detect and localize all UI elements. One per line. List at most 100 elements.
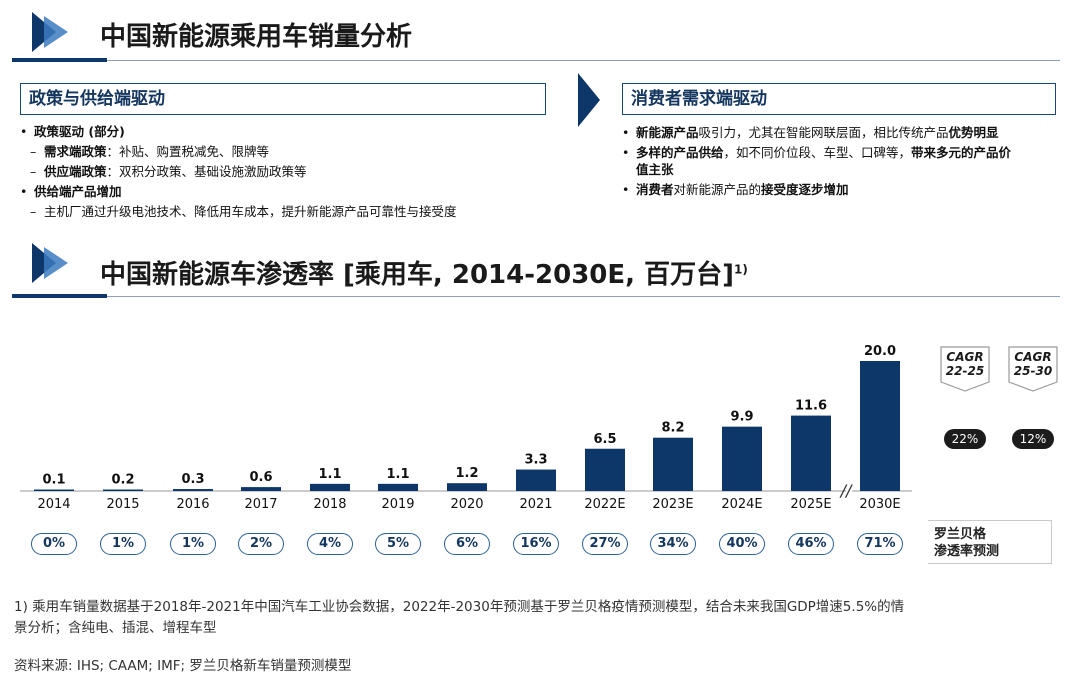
penetration-pill: 34% [650,533,696,555]
x-tick-label: 2015 [106,497,139,512]
bullet-marker: – [30,204,37,219]
penetration-pill: 46% [788,533,834,555]
cagr-2-label: CAGR 25-30 [1008,350,1058,378]
penetration-legend: 罗兰贝格 渗透率预测 [928,520,1052,564]
policy-item-bold: 需求端政策 [44,144,107,159]
bar-2030E [860,361,900,491]
consumer-item-segment: 吸引力，尤其在智能网联层面，相比传统产品 [698,125,949,140]
penetration-pill: 16% [513,533,559,555]
value-label: 0.6 [249,470,272,485]
value-label: 0.1 [42,473,65,488]
section1-logo-icon [32,12,68,52]
policy-item-text: ：补贴、购置税减免、限牌等 [106,144,270,159]
consumer-item-segment: 接受度逐步增加 [761,182,849,197]
bullet-marker: – [30,144,37,159]
x-tick-label: 2021 [519,497,552,512]
bar-2015 [103,489,143,491]
penetration-pill: 2% [238,533,284,555]
value-label: 1.1 [386,467,409,482]
consumer-item-segment: ，如不同价位段、车型、口碑等， [723,145,912,160]
consumer-item-segment: 对新能源产品的 [673,182,762,197]
policy-item: – 需求端政策：补贴、购置税减免、限牌等 [20,142,560,162]
policy-list: • 政策驱动 (部分) – 需求端政策：补贴、购置税减免、限牌等 – 供应端政策：双积分政… [20,122,560,222]
policy-item: – 主机厂通过升级电池技术、降低用车成本，提升新能源产品可靠性与接受度 [20,202,560,222]
cagr-2-label-line2: 25-30 [1013,364,1053,378]
bar-2024E [722,426,762,491]
bar-2019 [378,483,418,491]
x-tick-label: 2023E [652,497,693,512]
value-label: 0.3 [181,472,204,487]
cagr-2-label-line1: CAGR [1014,350,1052,364]
section1-underline-accent [12,58,107,62]
policy-item-text: 主机厂通过升级电池技术、降低用车成本，提升新能源产品可靠性与接受度 [44,204,457,219]
policy-item-bold: 政策驱动 (部分) [34,124,125,139]
section2-title: 中国新能源车渗透率 [乘用车, 2014-2030E, 百万台]1) [100,254,748,291]
consumer-item: • 多样的产品供给，如不同价位段、车型、口碑等，带来多元的产品价 [622,144,1062,161]
policy-item: – 供应端政策：双积分政策、基础设施激励政策等 [20,162,560,182]
cagr-1-value: 22% [944,429,986,449]
penetration-row: 0% 1% 1% 2% 4% 5% 6% 16% 27% 34% 40% 46% 71% [0,532,920,558]
chevron-right-icon [578,73,600,127]
value-label: 1.1 [318,467,341,482]
x-tick-label: 2017 [244,497,277,512]
cagr-badge-2-shape [1008,346,1058,392]
cagr-2-value: 12% [1012,429,1054,449]
penetration-pill: 6% [444,533,490,555]
penetration-pill: 4% [307,533,353,555]
footnote: 1) 乘用车销量数据基于2018年-2021年中国汽车工业协会数据，2022年-… [14,597,1074,639]
consumer-item-segment: 消费者 [636,182,674,197]
value-label: 9.9 [730,410,753,425]
consumer-list: • 新能源产品吸引力，尤其在智能网联层面，相比传统产品优势明显 • 多样的产品供给，如… [622,122,1062,198]
footnote-line2: 景分析；含纯电、插混、增程车型 [14,620,217,636]
x-tick-label: 2024E [721,497,762,512]
x-tick-label: 2020 [450,497,483,512]
x-tick-label: 2014 [37,497,70,512]
bullet-marker: • [622,125,630,140]
value-label: 11.6 [795,399,827,414]
value-label: 0.2 [111,473,134,488]
consumer-item-segment: 值主张 [636,162,674,177]
chart-title: 中国新能源车渗透率 [乘用车, 2014-2030E, 百万台] [100,260,734,290]
section2-underline-accent [12,294,107,298]
value-label: 6.5 [593,432,616,447]
value-label: 1.2 [455,466,478,481]
chart-title-superscript: 1) [733,262,748,277]
consumer-item-segment: 带来多元的产品价 [911,145,1012,160]
x-tick-label: 2018 [313,497,346,512]
bullet-marker: • [20,124,28,139]
value-label: 3.3 [524,453,547,468]
x-tick-label: 2025E [790,497,831,512]
bullet-marker: • [20,184,28,199]
cagr-1-label-line1: CAGR [946,350,984,364]
penetration-bar-chart: // 0.1 2014 0.2 2015 0.3 2016 0.6 2017 1.1 2018 1.1… [20,344,912,512]
bar-2025E [791,415,831,491]
bar-2021 [516,469,556,491]
policy-header: 政策与供给端驱动 [20,83,546,115]
bar-2023E [653,437,693,491]
penetration-legend-line2: 渗透率预测 [934,544,1000,559]
penetration-legend-line1: 罗兰贝格 [934,527,987,542]
consumer-item: • 新能源产品吸引力，尤其在智能网联层面，相比传统产品优势明显 [622,124,1062,141]
bar-2022E [585,448,625,491]
value-label: 8.2 [661,421,684,436]
x-tick-label: 2022E [584,497,625,512]
cagr-badge-1-shape [940,346,990,392]
policy-item-text: ：双积分政策、基础设施激励政策等 [106,164,307,179]
consumer-item-segment: 优势明显 [948,125,999,140]
bar-2018 [310,483,350,491]
penetration-pill: 1% [170,533,216,555]
section1-underline [107,60,1060,61]
cagr-1-label: CAGR 22-25 [940,350,990,378]
penetration-pill: 71% [857,533,903,555]
axis-break-label: // [839,481,853,500]
footnote-line1: 1) 乘用车销量数据基于2018年-2021年中国汽车工业协会数据，2022年-… [14,599,905,615]
penetration-pill: 0% [31,533,77,555]
consumer-item: • 消费者对新能源产品的接受度逐步增加 [622,181,1062,198]
bullet-marker: – [30,164,37,179]
x-tick-label: 2030E [859,497,900,512]
consumer-header: 消费者需求端驱动 [622,83,1056,115]
penetration-pill: 1% [100,533,146,555]
section1-title: 中国新能源乘用车销量分析 [100,22,413,52]
section2-logo-icon [32,243,68,283]
policy-item: • 供给端产品增加 [20,182,560,202]
